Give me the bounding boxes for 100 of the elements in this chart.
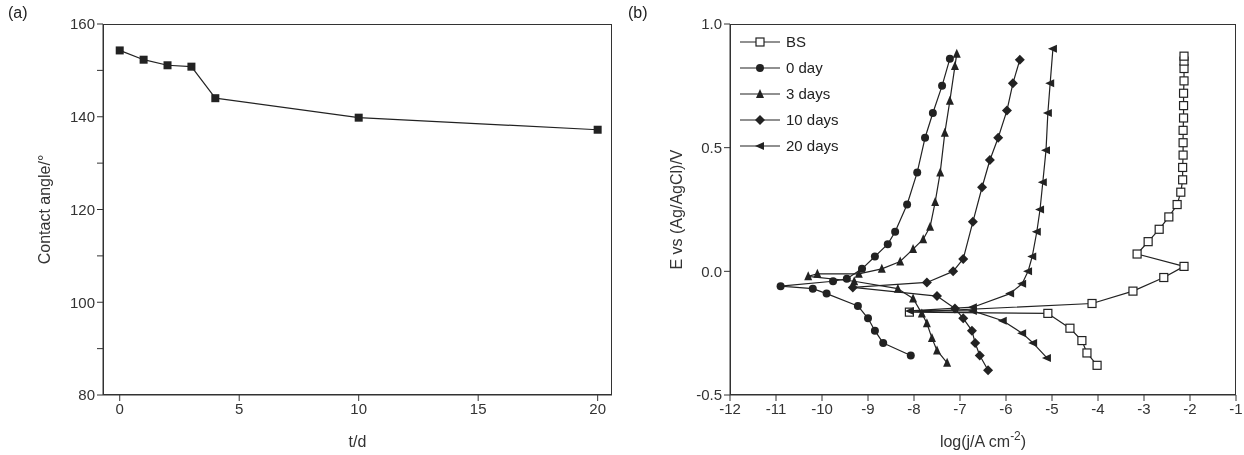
point [997, 316, 1007, 325]
point [842, 274, 851, 283]
point [932, 291, 942, 302]
point [921, 277, 932, 288]
point [906, 351, 915, 360]
point [949, 303, 960, 314]
point [943, 357, 952, 367]
point [883, 240, 892, 249]
point [1027, 252, 1037, 261]
point [211, 94, 220, 103]
x-tick-label: -8 [907, 399, 921, 417]
x-tick-label: 5 [235, 399, 244, 417]
point [945, 54, 954, 63]
x-tick-label: 15 [469, 399, 487, 417]
point [593, 125, 602, 134]
point [945, 95, 954, 105]
point [919, 234, 928, 244]
point [1179, 51, 1189, 61]
legend-label: 3 days [786, 85, 831, 102]
point [354, 113, 363, 122]
point [1031, 227, 1041, 236]
y-axis-title: Contact angle/° [36, 154, 53, 265]
point [913, 168, 922, 177]
point [870, 252, 879, 261]
point [967, 216, 978, 227]
point [1001, 105, 1012, 116]
x-tick-label: -6 [999, 399, 1013, 417]
point [984, 155, 995, 166]
point [187, 62, 196, 71]
point [903, 200, 912, 209]
x-tick-label: -1 [1229, 399, 1243, 417]
x-tick-label: -2 [1183, 399, 1197, 417]
point [931, 197, 940, 207]
point [822, 289, 831, 298]
point [1178, 88, 1189, 98]
point [1176, 187, 1186, 197]
point [858, 264, 867, 273]
point [950, 61, 959, 71]
y-tick-label: 1.0 [701, 15, 722, 33]
point [1047, 44, 1057, 53]
point [139, 55, 148, 64]
point [1023, 267, 1033, 276]
legend-label: 0 day [786, 59, 824, 76]
point [1143, 237, 1153, 247]
y-tick-label: 140 [69, 108, 95, 126]
x-tick-label: -12 [719, 399, 741, 417]
x-tick-label: -11 [765, 399, 787, 417]
y-tick-label: 160 [69, 15, 95, 33]
point [854, 268, 863, 278]
point [1154, 224, 1164, 234]
point [1178, 113, 1189, 123]
point [1077, 335, 1087, 346]
point [1132, 249, 1142, 259]
x-tick-label: 20 [589, 399, 607, 417]
point [936, 167, 945, 177]
point [1037, 178, 1047, 187]
point [891, 227, 900, 236]
point [940, 127, 949, 137]
point [877, 263, 886, 273]
point [1178, 125, 1188, 135]
point [1159, 272, 1169, 283]
point [115, 46, 124, 55]
point [966, 325, 977, 336]
point [977, 182, 988, 193]
point [853, 301, 862, 310]
point [879, 339, 888, 348]
x-tick-label: -7 [953, 399, 967, 417]
point [1014, 54, 1025, 65]
point [1017, 329, 1027, 338]
x-axis-title: t/d [348, 433, 367, 450]
chart-title: (b) [628, 4, 648, 22]
point [1082, 348, 1092, 358]
x-tick-label: -9 [861, 399, 875, 417]
point [1178, 138, 1188, 148]
point [921, 133, 930, 142]
point [1065, 323, 1075, 333]
point [922, 318, 931, 328]
point [948, 266, 959, 277]
y-tick-label: 100 [69, 293, 95, 311]
point [1164, 212, 1174, 222]
point [1043, 308, 1053, 318]
point [1178, 162, 1188, 173]
point [909, 293, 918, 303]
y-tick-label: 120 [69, 200, 95, 218]
legend-label: BS [786, 33, 807, 50]
point [1017, 279, 1027, 288]
legend-label: 10 days [786, 111, 839, 128]
point [1172, 199, 1182, 210]
point [970, 338, 981, 349]
point [829, 277, 838, 286]
point [804, 271, 813, 281]
point [1035, 205, 1045, 214]
point [1041, 146, 1051, 155]
point [1178, 150, 1188, 160]
point [952, 48, 961, 58]
point [1178, 101, 1189, 111]
point [1128, 286, 1138, 296]
x-tick-label: -4 [1091, 399, 1105, 417]
point [808, 284, 817, 293]
point [983, 365, 994, 376]
